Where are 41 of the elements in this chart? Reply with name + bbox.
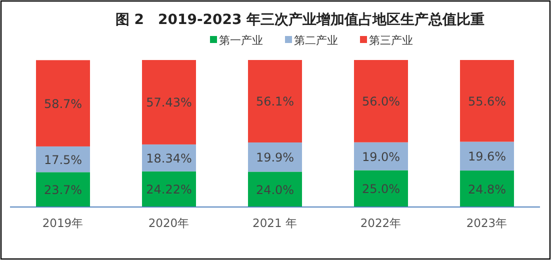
data-label: 58.7% bbox=[44, 96, 82, 111]
legend-label: 第三产业 bbox=[369, 34, 413, 47]
bar bbox=[248, 142, 302, 172]
legend-item: 第二产业 bbox=[285, 34, 338, 47]
bar bbox=[460, 60, 514, 142]
data-label: 24.22% bbox=[146, 182, 192, 197]
bar bbox=[36, 60, 90, 146]
data-label: 24.0% bbox=[256, 182, 294, 197]
x-tick-label: 2019年 bbox=[42, 216, 84, 230]
data-label: 23.7% bbox=[44, 183, 82, 198]
bar bbox=[248, 60, 302, 142]
bar bbox=[36, 146, 90, 172]
data-label: 56.1% bbox=[256, 94, 294, 109]
legend-label: 第一产业 bbox=[219, 34, 263, 47]
bar bbox=[354, 60, 408, 142]
data-label: 17.5% bbox=[44, 152, 82, 167]
x-tick-label: 2022年 bbox=[360, 216, 402, 230]
bar bbox=[248, 172, 302, 207]
data-label: 18.34% bbox=[146, 151, 192, 166]
legend-label: 第二产业 bbox=[294, 34, 338, 47]
legend-item: 第三产业 bbox=[360, 34, 413, 47]
bar bbox=[36, 172, 90, 207]
data-label: 25.0% bbox=[362, 182, 400, 196]
bar bbox=[460, 170, 514, 207]
chart-title: 图 2 2019-2023 年三次产业增加值占地区生产总值比重 bbox=[115, 11, 485, 28]
data-label: 19.0% bbox=[362, 150, 400, 164]
bar bbox=[354, 170, 408, 207]
x-tick-label: 2021 年 bbox=[252, 216, 298, 230]
data-label: 56.0% bbox=[362, 94, 400, 109]
data-label: 19.9% bbox=[256, 150, 294, 165]
data-label: 55.6% bbox=[468, 94, 506, 108]
x-tick-label: 2023年 bbox=[466, 216, 508, 230]
data-label: 24.8% bbox=[468, 182, 506, 196]
bar bbox=[142, 60, 196, 144]
bar bbox=[354, 142, 408, 170]
bar bbox=[142, 171, 196, 207]
data-label: 57.43% bbox=[146, 96, 192, 110]
bar bbox=[460, 142, 514, 171]
legend-item: 第一产业 bbox=[210, 34, 263, 47]
x-tick-label: 2020年 bbox=[148, 216, 190, 230]
data-label: 19.6% bbox=[468, 150, 506, 164]
